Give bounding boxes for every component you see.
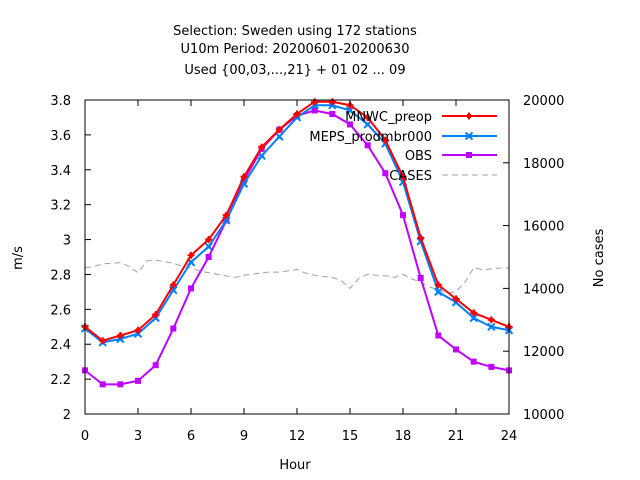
legend-entry: MNWC_preop (345, 110, 497, 125)
data-point (470, 358, 477, 365)
y2-tick-label: 16000 (523, 220, 564, 235)
ticks-layer: 0 3 6 9 12 15 18 21 24 2 2.2 2.4 2.6 2.8 3 3.2 3.4 3.6 3.8… (50, 94, 564, 444)
data-point (204, 242, 213, 251)
y-tick-label: 3.2 (50, 199, 71, 214)
title-line-3: Used {00,03,...,21} + 01 02 ... 09 (184, 63, 405, 78)
y-tick-label: 2.2 (50, 373, 71, 388)
data-point (293, 110, 301, 118)
x-tick-label: 18 (395, 429, 412, 444)
data-point (470, 309, 478, 317)
data-point (117, 381, 124, 388)
data-point (152, 362, 159, 369)
data-point (434, 281, 442, 289)
chart-title: Selection: Sweden using 172 stations U10… (173, 24, 417, 78)
legend-label: CASES (389, 169, 432, 184)
x-tick-label: 12 (289, 429, 306, 444)
data-point (417, 234, 425, 242)
data-point (170, 325, 177, 332)
x-tick-label: 6 (187, 429, 195, 444)
data-point (435, 332, 442, 339)
data-point (205, 254, 212, 260)
y2-tick-label: 18000 (523, 157, 564, 172)
y-tick-label: 3.8 (50, 94, 71, 109)
legend-entry: OBS (405, 149, 497, 164)
data-point (275, 126, 283, 134)
data-point (364, 113, 372, 121)
y-tick-label: 3.4 (50, 164, 71, 179)
data-point (347, 121, 353, 128)
legend-label: MNWC_preop (345, 110, 432, 125)
series-CASES (84, 259, 509, 294)
legend: MNWC_preop MEPS_prodmbr000 OBS CASES (309, 110, 497, 184)
data-point (240, 173, 248, 181)
data-point (363, 120, 372, 129)
x-tick-label: 24 (501, 429, 518, 444)
data-point (152, 311, 160, 319)
legend-marker (465, 112, 473, 120)
x-axis-label: Hour (279, 458, 311, 473)
y-tick-label: 3 (63, 234, 71, 249)
y-tick-label: 3.6 (50, 129, 71, 144)
data-point (257, 151, 266, 161)
y-axis-label: m/s (11, 246, 26, 270)
series-MNWC_preop (81, 98, 513, 345)
data-point (488, 363, 495, 370)
y2-tick-label: 20000 (523, 94, 564, 109)
data-point (188, 285, 194, 292)
data-point (187, 251, 195, 259)
data-point (417, 274, 424, 281)
x-tick-label: 21 (448, 429, 465, 444)
data-point (135, 377, 141, 384)
series-line (84, 259, 509, 294)
y-tick-label: 2.6 (50, 303, 71, 318)
legend-label: MEPS_prodmbr000 (309, 130, 432, 145)
data-point (399, 173, 407, 181)
data-point (487, 322, 496, 331)
data-point (275, 132, 284, 141)
data-point (222, 211, 230, 219)
data-point (381, 136, 389, 144)
y-tick-label: 2 (63, 408, 71, 423)
data-point (99, 381, 106, 388)
data-point (258, 143, 266, 151)
data-point (99, 337, 107, 345)
legend-entry: MEPS_prodmbr000 (309, 130, 497, 145)
data-point (469, 313, 478, 323)
data-point (345, 106, 355, 115)
data-point (453, 346, 459, 353)
data-point (452, 295, 460, 303)
title-line-2: U10m Period: 20200601-20200630 (181, 42, 410, 57)
data-point (329, 110, 336, 117)
y2-tick-label: 14000 (523, 282, 564, 297)
x-tick-label: 3 (134, 429, 142, 444)
data-point (364, 142, 371, 149)
x-tick-label: 9 (240, 429, 248, 444)
y-tick-label: 2.8 (50, 268, 71, 283)
y2-tick-label: 12000 (523, 345, 564, 360)
legend-label: OBS (405, 149, 432, 164)
title-line-1: Selection: Sweden using 172 stations (173, 24, 417, 39)
data-point (311, 107, 318, 114)
x-tick-label: 15 (342, 429, 359, 444)
y2-tick-label: 10000 (523, 408, 564, 423)
y-tick-label: 2.4 (50, 338, 71, 353)
data-point (400, 212, 406, 219)
y2-axis-label: No cases (592, 229, 607, 288)
x-tick-label: 0 (81, 429, 89, 444)
data-point (169, 281, 177, 289)
data-point (487, 316, 495, 324)
legend-marker (466, 152, 472, 158)
data-point (382, 170, 389, 177)
data-point (134, 326, 142, 334)
data-point (205, 236, 213, 244)
data-point (328, 98, 336, 106)
legend-entry: CASES (389, 169, 497, 184)
data-point (311, 98, 319, 106)
data-point (434, 287, 443, 297)
legend-marker (464, 131, 474, 141)
data-point (116, 332, 124, 339)
